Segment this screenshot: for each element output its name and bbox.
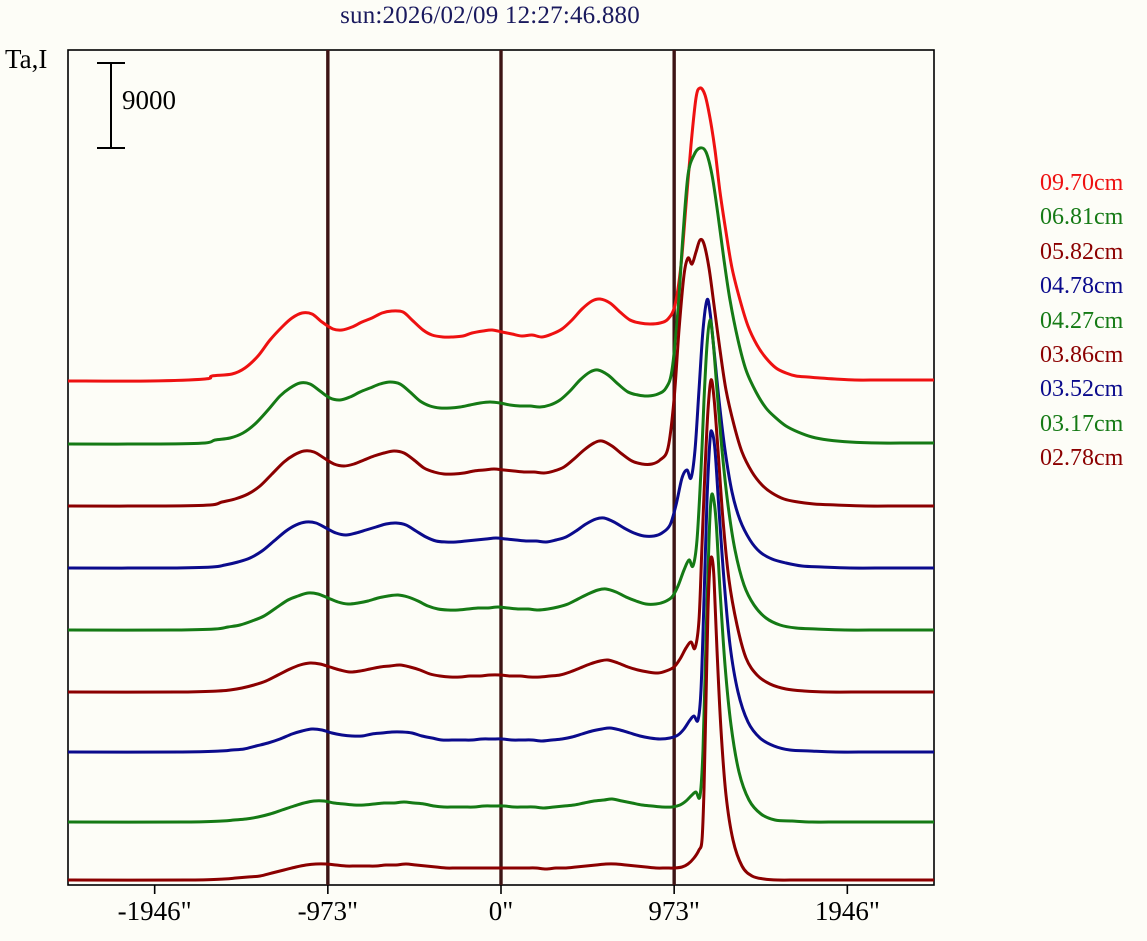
legend-item-04.78cm: 04.78cm [1040, 273, 1124, 300]
trace-02.78cm [68, 555, 934, 882]
x-axis-ticks [153, 885, 849, 894]
scalebar-label: 9000 [122, 85, 176, 115]
trace-06.81cm [68, 146, 934, 446]
x-tick-label-3: 973" [648, 896, 700, 926]
legend-item-02.78cm: 02.78cm [1040, 445, 1124, 472]
x-tick-label-4: 1946" [814, 896, 880, 926]
trace-03.86cm [68, 378, 934, 694]
x-axis-tick-labels: -1946" -973" 0" 973" 1946" [0, 898, 1147, 938]
legend: 09.70cm 06.81cm 05.82cm 04.78cm 04.27cm 03.86… [1040, 166, 1147, 476]
legend-item-04.27cm: 04.27cm [1040, 307, 1124, 334]
legend-item-05.82cm: 05.82cm [1040, 238, 1124, 265]
legend-item-06.81cm: 06.81cm [1040, 204, 1124, 231]
trace-04.78cm [68, 297, 934, 570]
trace-09.70cm [68, 86, 934, 383]
page-title: sun:2026/02/09 12:27:46.880 [340, 2, 640, 29]
x-tick-label-0: -1946" [117, 896, 192, 926]
spectra-traces [68, 86, 934, 882]
trace-04.27cm [68, 318, 934, 632]
legend-item-03.86cm: 03.86cm [1040, 341, 1124, 368]
reference-lines [326, 50, 676, 885]
trace-03.17cm [68, 492, 934, 824]
y-axis-label: Ta,I [5, 44, 48, 74]
legend-item-03.52cm: 03.52cm [1040, 376, 1124, 403]
x-tick-label-1: -973" [297, 896, 359, 926]
legend-item-09.70cm: 09.70cm [1040, 170, 1124, 196]
trace-05.82cm [68, 237, 934, 508]
legend-item-03.17cm: 03.17cm [1040, 410, 1124, 437]
trace-03.52cm [68, 429, 934, 754]
intensity-scalebar [97, 62, 125, 149]
x-tick-label-2: 0" [488, 896, 514, 926]
